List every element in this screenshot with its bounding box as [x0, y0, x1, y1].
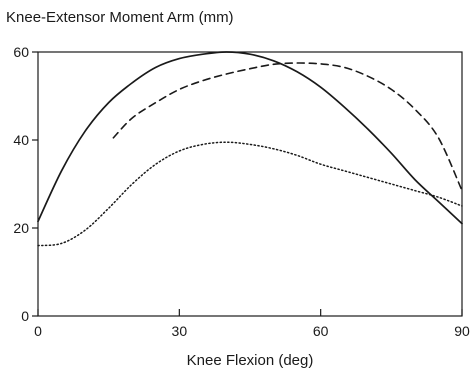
series-line-solid [37, 51, 463, 225]
y-tick-label: 60 [13, 44, 29, 60]
x-axis-label: Knee Flexion (deg) [187, 352, 314, 369]
y-tick-label: 0 [21, 308, 29, 324]
x-tick-label: 60 [313, 323, 329, 339]
x-axis-ticks: 0 30 60 90 [34, 309, 470, 339]
plot-frame [37, 51, 463, 317]
series-layer [37, 51, 463, 247]
series-line-dashed [112, 62, 463, 192]
y-axis-ticks: 0 20 40 60 [13, 44, 38, 324]
chart-title: Knee-Extensor Moment Arm (mm) [6, 9, 234, 26]
series-line-dotted [37, 141, 463, 247]
x-tick-label: 90 [454, 323, 470, 339]
x-tick-label: 0 [34, 323, 42, 339]
y-tick-label: 40 [13, 132, 29, 148]
y-tick-label: 20 [13, 220, 29, 236]
x-tick-label: 30 [172, 323, 188, 339]
